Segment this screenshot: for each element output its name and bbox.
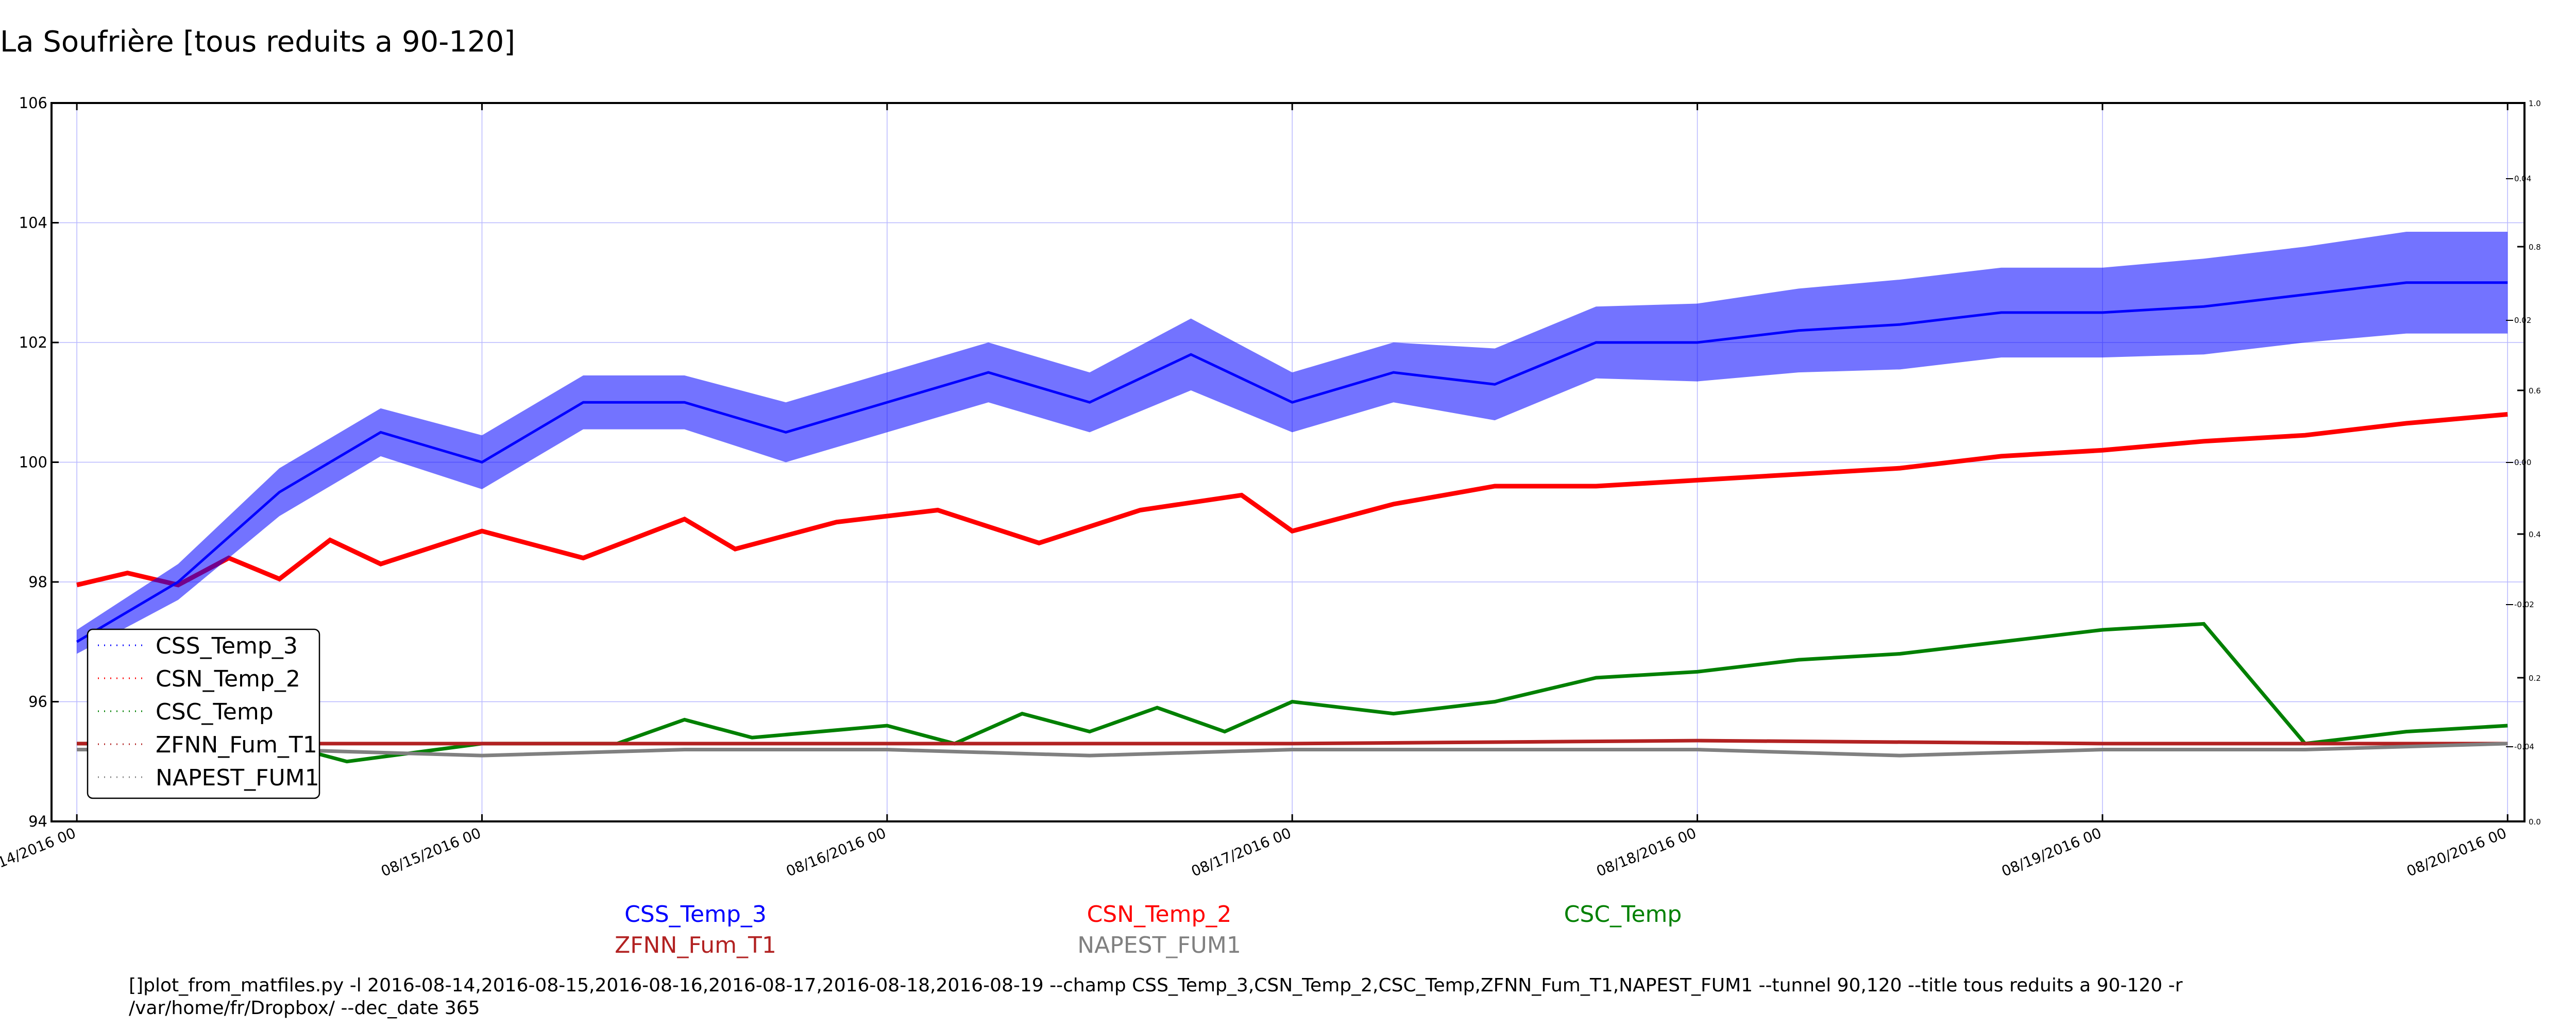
series-label: CSS_Temp_3 [624, 901, 767, 928]
series-ZFNN_Fum_T1 [77, 739, 2508, 746]
y-tick-label: 104 [19, 214, 47, 232]
y-tick-label: 94 [28, 813, 47, 830]
y2-tick-label: 0.2 [2529, 674, 2541, 683]
series-CSS_Temp_3 [76, 231, 2508, 654]
y-axis-right: 0.0 0.2 0.4 0.6 0.8 1.0 [2517, 99, 2541, 827]
legend-entry: NAPEST_FUM1 [156, 765, 319, 791]
legend-entry: CSN_Temp_2 [156, 666, 300, 692]
series-labels: CSS_Temp_3 CSN_Temp_2 CSC_Temp ZFNN_Fum_T1 N… [615, 901, 1682, 958]
series-label: CSN_Temp_2 [1087, 901, 1232, 928]
y3-tick-label: -0.02 [2514, 600, 2534, 609]
series-label: CSC_Temp [1564, 901, 1682, 928]
series-CSN_Temp_2 [76, 412, 2508, 588]
y-tick-label: 102 [19, 334, 47, 351]
series-line-CSC_Temp [77, 622, 2508, 764]
series-line-CSS_Temp_3 [76, 281, 2508, 643]
legend-entry: CSC_Temp [156, 699, 274, 725]
legend: CSS_Temp_3 CSN_Temp_2 CSC_Temp ZFNN_Fum_T1 N… [87, 628, 320, 799]
y-tick-label: 96 [28, 693, 47, 711]
command-line-text: []plot_from_matfiles.py -l 2016-08-14,20… [129, 975, 2189, 1019]
series-label: ZFNN_Fum_T1 [615, 932, 776, 958]
x-tick-label: 08/16/2016 00 [784, 825, 888, 880]
legend-entry: ZFNN_Fum_T1 [156, 732, 317, 758]
x-tick-label: 08/17/2016 00 [1189, 825, 1294, 880]
y-tick-label: 106 [19, 94, 47, 112]
y-axis-right-inner: -0.04 -0.02 0.00 0.02 0.04 [2506, 174, 2534, 751]
y3-tick-label: -0.04 [2514, 742, 2534, 751]
y2-tick-label: 0.8 [2529, 243, 2541, 252]
y-axis-left: 94 96 98 100 102 104 106 [19, 94, 59, 830]
series-line-CSN_Temp_2 [76, 412, 2508, 588]
y-tick-label: 98 [28, 573, 47, 591]
series-line-NAPEST_FUM1 [77, 742, 2508, 758]
y2-tick-label: 1.0 [2529, 99, 2541, 108]
x-tick-label: 08/14/2016 00 [0, 825, 78, 880]
y3-tick-label: 0.00 [2514, 458, 2531, 467]
y3-tick-label: 0.04 [2514, 174, 2531, 183]
y2-tick-label: 0.4 [2529, 530, 2541, 539]
series-CSC_Temp [77, 622, 2508, 764]
legend-box [87, 628, 320, 799]
y2-tick-label: 0.0 [2529, 817, 2541, 827]
x-tick-label: 08/18/2016 00 [1594, 825, 1699, 880]
legend-entry: CSS_Temp_3 [156, 633, 298, 659]
x-tick-label: 08/19/2016 00 [1999, 825, 2104, 880]
series-NAPEST_FUM1 [77, 742, 2508, 758]
x-tick-label: 08/20/2016 00 [2404, 825, 2509, 880]
y3-tick-label: 0.02 [2514, 316, 2531, 325]
y2-tick-label: 0.6 [2529, 386, 2541, 396]
x-tick-label: 08/15/2016 00 [379, 825, 483, 880]
chart-title: La Soufrière [tous reduits a 90-120] [0, 25, 515, 59]
series-layer [76, 231, 2508, 764]
y-tick-label: 100 [19, 454, 47, 471]
series-label: NAPEST_FUM1 [1077, 932, 1241, 958]
x-axis: 08/14/2016 00 08/15/2016 00 08/16/2016 00 0… [0, 103, 2509, 880]
series-line-ZFNN_Fum_T1 [77, 739, 2508, 746]
series-band-CSS_Temp_3 [77, 231, 2508, 654]
